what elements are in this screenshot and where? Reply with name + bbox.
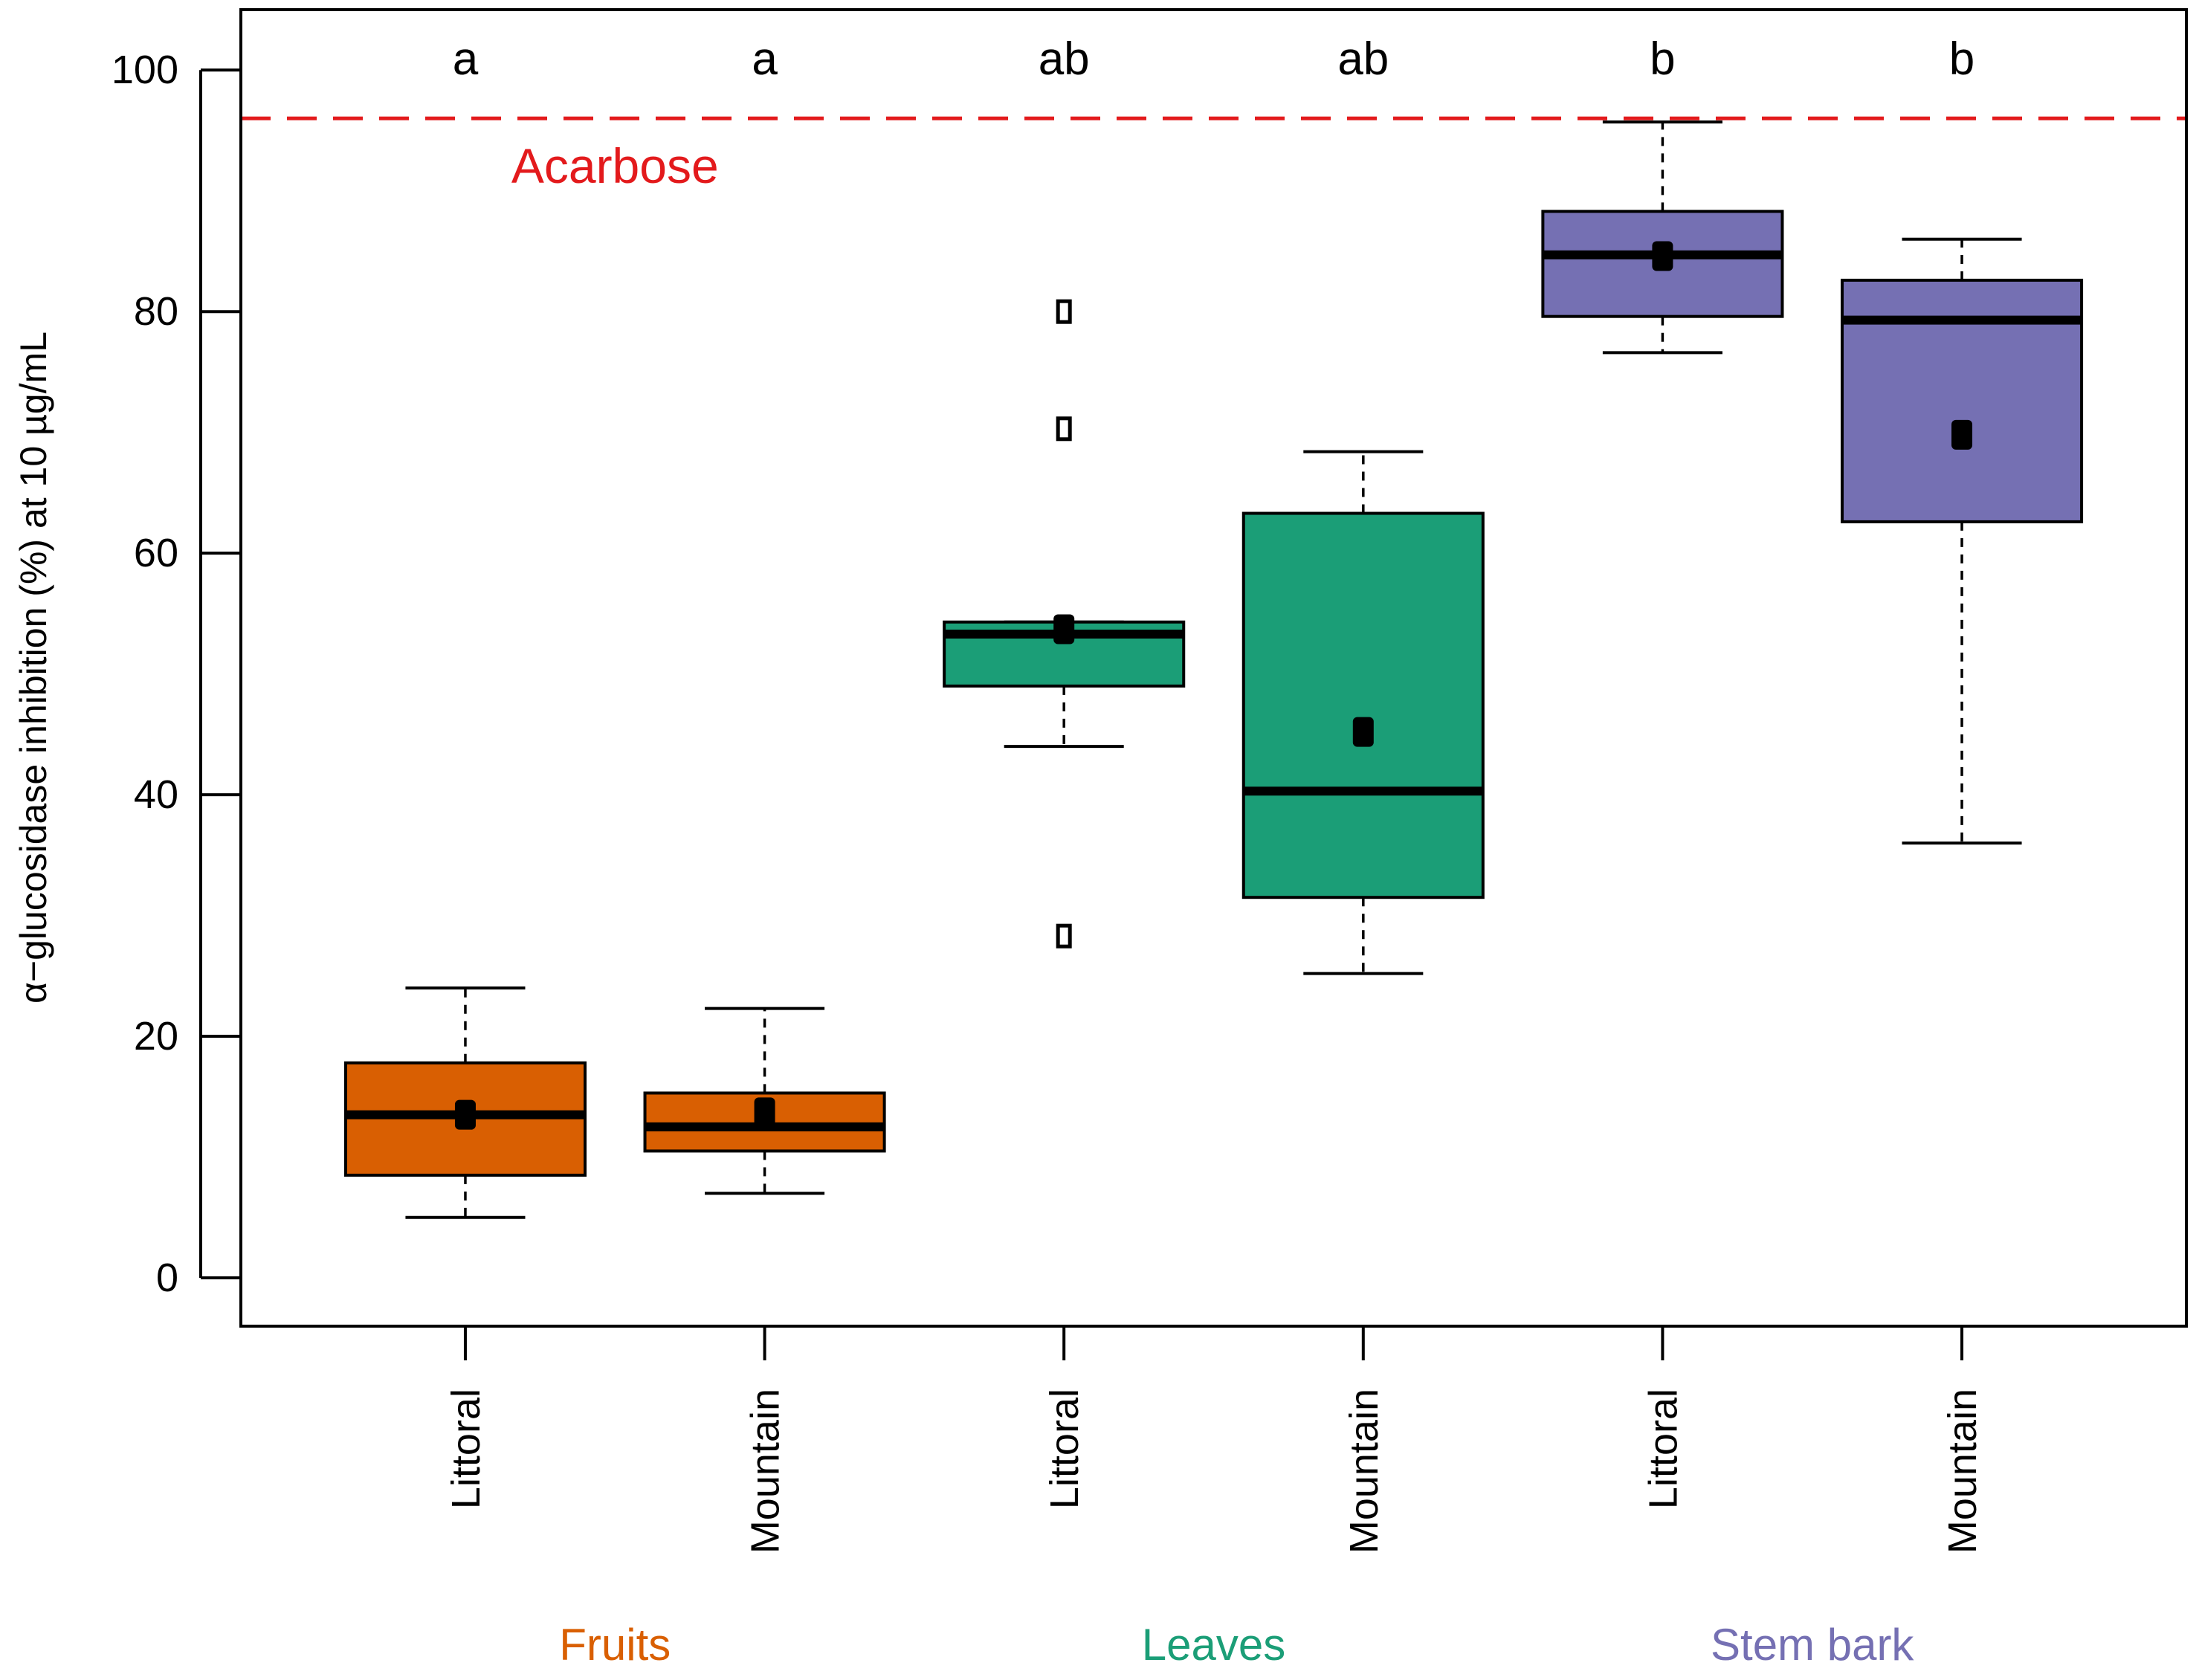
significance-label: b — [1650, 33, 1675, 85]
y-axis-label: α−glucosidase inhibition (%) at 10 µg/mL — [13, 332, 54, 1004]
group-label: Stem bark — [1711, 1620, 1914, 1670]
y-tick-label: 100 — [112, 48, 178, 92]
mean-marker — [1951, 419, 1973, 450]
group-label: Leaves — [1142, 1620, 1285, 1670]
x-tick-label: Mountain — [1940, 1389, 1985, 1554]
y-tick-label: 80 — [134, 289, 178, 334]
outlier-point — [1056, 416, 1072, 442]
box-4 — [1541, 120, 1784, 355]
mean-marker — [1652, 241, 1673, 271]
significance-label: b — [1949, 33, 1974, 85]
outlier-point — [1056, 299, 1072, 324]
box-0 — [343, 986, 587, 1219]
box-body — [1241, 511, 1485, 899]
plot-area: Acarbose — [241, 116, 2186, 1219]
x-tick-label: Mountain — [1342, 1389, 1386, 1554]
significance-label: ab — [1337, 33, 1389, 85]
significance-labels: a a ab ab b b — [453, 33, 1975, 85]
x-tick-label: Littoral — [1641, 1389, 1685, 1509]
x-tick-label: Mountain — [743, 1389, 788, 1554]
group-labels: Fruits Leaves Stem bark — [559, 1620, 1914, 1670]
box-5 — [1840, 237, 2084, 845]
box-2 — [943, 299, 1186, 949]
significance-label: a — [752, 33, 778, 85]
box-3 — [1241, 450, 1485, 975]
y-axis: 0 20 40 60 80 100 — [112, 48, 241, 1300]
y-tick-label: 20 — [134, 1014, 178, 1059]
x-tick-label: Littoral — [444, 1389, 488, 1509]
outlier-point — [1056, 923, 1072, 949]
mean-marker — [1352, 717, 1374, 747]
y-tick-label: 40 — [134, 772, 178, 817]
reference-line-label: Acarbose — [511, 138, 719, 193]
mean-marker — [454, 1099, 476, 1130]
plot-frame — [239, 8, 2188, 1328]
mean-marker — [754, 1097, 775, 1128]
group-label: Fruits — [559, 1620, 671, 1670]
significance-label: ab — [1039, 33, 1090, 85]
y-tick-label: 0 — [156, 1256, 178, 1300]
mean-marker — [1053, 614, 1075, 644]
box-1 — [643, 1007, 886, 1195]
significance-label: a — [453, 33, 479, 85]
x-tick-label: Littoral — [1042, 1389, 1087, 1509]
x-axis: Littoral Mountain Littoral Mountain Littoral… — [444, 1326, 1985, 1554]
y-tick-label: 60 — [134, 531, 178, 575]
